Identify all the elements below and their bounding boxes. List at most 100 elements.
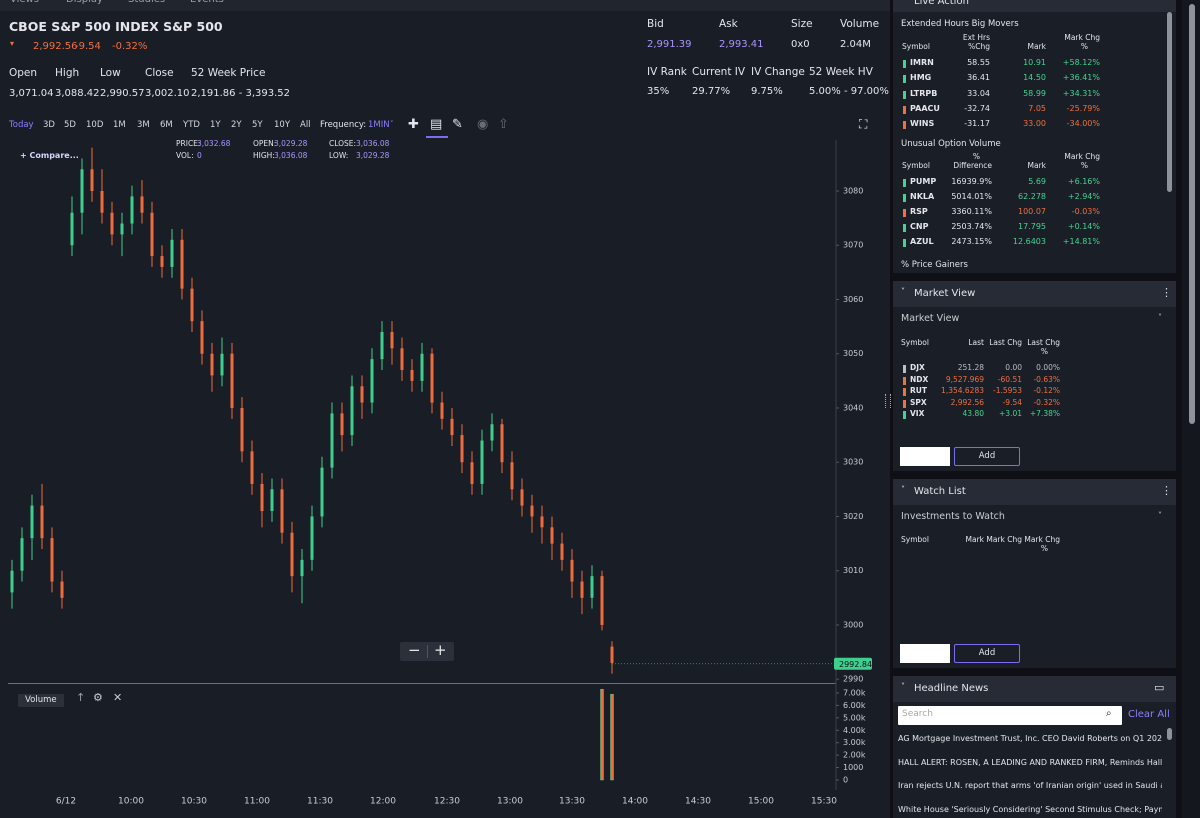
column-header: Symbol: [902, 42, 930, 51]
candle-body: [360, 386, 364, 403]
stat-label: Open: [9, 67, 38, 79]
range-button[interactable]: Today: [9, 120, 34, 130]
range-button[interactable]: YTD: [183, 120, 200, 130]
symbol[interactable]: PAACU: [910, 103, 940, 113]
watch-list-header: [893, 479, 1176, 505]
cell: +34.31%: [1062, 88, 1100, 98]
range-button[interactable]: 1Y: [210, 120, 221, 130]
frequency-select[interactable]: 1MIN: [368, 120, 390, 130]
candle-body: [260, 483, 264, 512]
cell: 58.55: [967, 58, 990, 67]
range-button[interactable]: 6M: [160, 120, 173, 130]
headline[interactable]: Iran rejects U.N. report that arms 'of I…: [898, 782, 1162, 790]
compare-tool[interactable]: ▤: [430, 117, 443, 132]
study-close[interactable]: ✕: [113, 691, 123, 704]
scrollbar[interactable]: [1167, 728, 1172, 740]
headline[interactable]: HALL ALERT: ROSEN, A LEADING AND RANKED …: [898, 758, 1162, 767]
study-move[interactable]: ↑: [76, 691, 86, 704]
market-view-header: [893, 281, 1176, 307]
zoom-out[interactable]: −: [408, 641, 421, 659]
iv-stat-value: 35%: [647, 86, 670, 97]
info-value: 3,036.08: [356, 139, 390, 148]
add-button[interactable]: Add: [954, 447, 1020, 466]
candle-body: [510, 462, 514, 490]
symbol[interactable]: WINS: [910, 119, 935, 129]
row-indicator: [903, 121, 906, 130]
check-tool[interactable]: ◉: [477, 117, 489, 132]
symbol[interactable]: CNP: [910, 222, 929, 232]
collapse-caret: ˅: [901, 682, 905, 691]
candle-body: [310, 516, 314, 560]
column-header: Mark Chg: [986, 535, 1022, 544]
add-button[interactable]: Add: [954, 644, 1020, 663]
column-header: Mark: [965, 535, 985, 544]
symbol[interactable]: NDX: [910, 374, 929, 384]
headline[interactable]: White House 'Seriously Considering' Seco…: [898, 805, 1162, 814]
range-button[interactable]: All: [300, 120, 311, 130]
candle-body: [490, 424, 494, 441]
range-button[interactable]: 10Y: [274, 120, 291, 130]
symbol[interactable]: PUMP: [910, 177, 937, 186]
news-popout[interactable]: ▭: [1154, 681, 1165, 694]
collapse-caret: ˅: [901, 485, 905, 494]
column-header: Symbol: [901, 338, 929, 347]
volume-tick-label: 0: [843, 776, 848, 785]
symbol[interactable]: SPX: [910, 397, 927, 407]
column-header: Symbol: [901, 535, 929, 544]
symbol[interactable]: AZUL: [910, 237, 934, 247]
row-indicator: [903, 399, 906, 408]
symbol[interactable]: DJX: [910, 363, 925, 372]
draw-tool[interactable]: ✎: [452, 117, 463, 132]
candle-body: [320, 467, 324, 517]
candle-body: [590, 576, 594, 598]
candle-body: [560, 543, 564, 560]
zoom-in[interactable]: +: [434, 641, 447, 659]
volume-tick-label: 3.00k: [843, 738, 866, 747]
watch-input[interactable]: [900, 644, 950, 663]
expand-button[interactable]: ⛶: [859, 117, 868, 131]
clear-all[interactable]: Clear All: [1128, 709, 1170, 720]
x-tick-label: 12:00: [370, 797, 396, 807]
cell: 2473.15%: [951, 237, 992, 247]
search-box[interactable]: [898, 706, 1122, 725]
compare-button[interactable]: + Compare...: [20, 151, 79, 160]
range-button[interactable]: 3M: [137, 120, 150, 130]
symbol[interactable]: LTRPB: [910, 88, 938, 98]
top-tab[interactable]: Views: [10, 0, 39, 5]
crosshair-tool[interactable]: ✚: [408, 117, 419, 132]
volume-tick-label: 1000: [843, 763, 863, 772]
view-selector[interactable]: Investments to Watch: [901, 511, 1005, 522]
top-tab[interactable]: Events: [190, 0, 224, 5]
column-header: Ext Hrs: [962, 33, 990, 42]
section-gap: [893, 471, 1176, 479]
range-button[interactable]: 5D: [64, 120, 76, 130]
cell: 1,354.6283: [941, 386, 984, 395]
cell: +7.38%: [1029, 409, 1060, 418]
symbol[interactable]: HMG: [910, 73, 932, 83]
market-input[interactable]: [900, 447, 950, 466]
splitter-handle[interactable]: [885, 394, 891, 408]
view-selector[interactable]: Market View: [901, 313, 960, 324]
price-change: -9.54: [75, 41, 101, 52]
section-menu[interactable]: ⋮: [1161, 484, 1172, 497]
section-menu[interactable]: ⋮: [1161, 286, 1172, 299]
top-tab[interactable]: Studies: [128, 0, 165, 5]
top-tab[interactable]: Display: [66, 0, 103, 5]
symbol[interactable]: NKLA: [910, 192, 935, 202]
window-scrollbar[interactable]: [1189, 4, 1195, 424]
symbol[interactable]: RSP: [910, 207, 928, 217]
range-button[interactable]: 5Y: [252, 120, 263, 130]
range-button[interactable]: 2Y: [231, 120, 242, 130]
range-button[interactable]: 1M: [113, 120, 126, 130]
range-button[interactable]: 10D: [86, 120, 104, 130]
range-button[interactable]: 3D: [43, 120, 55, 130]
cell: +3.01: [999, 409, 1022, 418]
symbol[interactable]: IMRN: [910, 58, 934, 67]
headline[interactable]: AG Mortgage Investment Trust, Inc. CEO D…: [898, 735, 1162, 743]
study-settings[interactable]: ⚙: [93, 691, 103, 704]
share-tool[interactable]: ⇧: [498, 117, 509, 132]
cell: 2,992.56: [950, 397, 984, 407]
symbol[interactable]: RUT: [910, 386, 927, 395]
symbol[interactable]: VIX: [910, 409, 925, 418]
scrollbar[interactable]: [1167, 12, 1172, 192]
